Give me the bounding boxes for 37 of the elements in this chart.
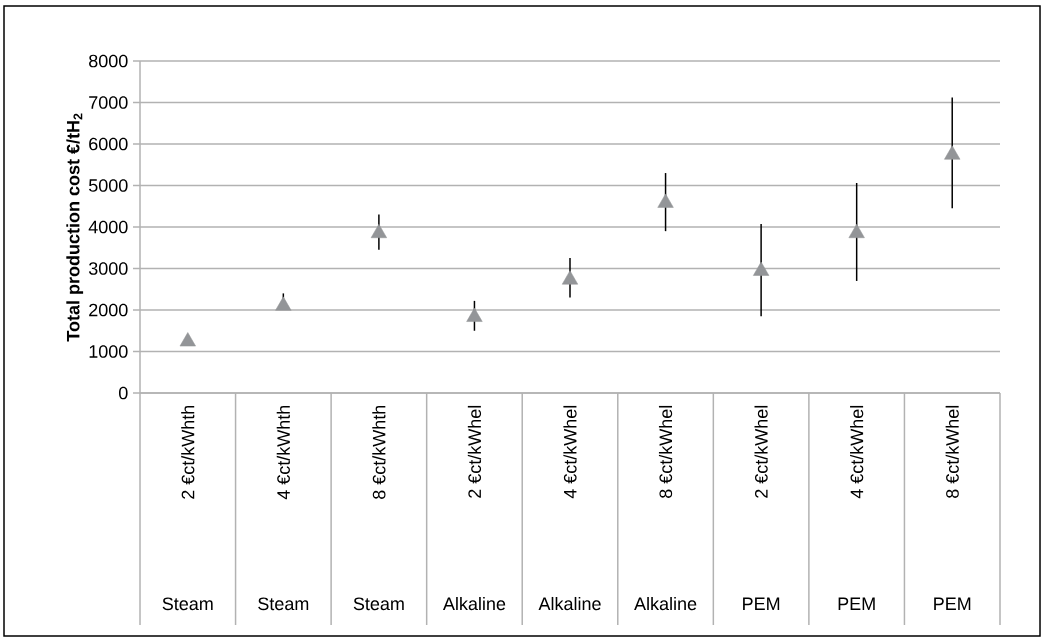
y-tick-label: 7000 <box>89 96 128 109</box>
point <box>753 261 770 276</box>
text: Alkaline <box>634 596 697 611</box>
x-tick-label: 2 €ct/kWhel <box>754 405 768 498</box>
x-tick-label: 8 €ct/kWhel <box>945 405 959 498</box>
point <box>657 193 674 208</box>
point <box>466 307 483 322</box>
point <box>179 332 196 347</box>
x-tick-label: 2 €ct/kWhel <box>467 405 482 498</box>
point <box>944 145 961 160</box>
y-tick-label: 4000 <box>88 220 128 234</box>
y-tick-label: 3000 <box>88 262 128 275</box>
y-axis-title: Total production cost €/tH$_{2}$ <box>66 113 84 342</box>
text: PEM <box>743 597 780 610</box>
y-tick-label: 0 <box>118 386 128 400</box>
point <box>561 270 579 285</box>
text: Steam <box>258 597 309 611</box>
x-tick-label: 4 €ct/kWhth <box>276 405 290 500</box>
text: PEM <box>838 597 875 610</box>
point <box>275 296 292 311</box>
text: Steam <box>353 597 404 611</box>
x-tick-label: 4 €ct/kWhel <box>850 405 864 499</box>
text: Steam <box>162 597 213 611</box>
x-tick-label: 8 €ct/kWhth <box>372 405 386 499</box>
point <box>848 223 865 238</box>
text: Alkaline <box>442 596 506 611</box>
point <box>370 223 387 238</box>
x-tick-label: 2 €ct/kWhth <box>181 405 195 499</box>
y-tick-label: 1000 <box>89 345 128 358</box>
text: PEM <box>934 597 971 610</box>
x-tick-label: 4 €ct/kWhel <box>563 405 577 499</box>
y-tick-label: 2000 <box>89 303 128 317</box>
y-tick-label: 5000 <box>88 179 128 192</box>
y-tick-label: 8000 <box>89 54 128 68</box>
x-tick-label: 8 €ct/kWhel <box>658 405 673 498</box>
text: Alkaline <box>538 596 601 611</box>
y-tick-label: 6000 <box>89 137 128 151</box>
